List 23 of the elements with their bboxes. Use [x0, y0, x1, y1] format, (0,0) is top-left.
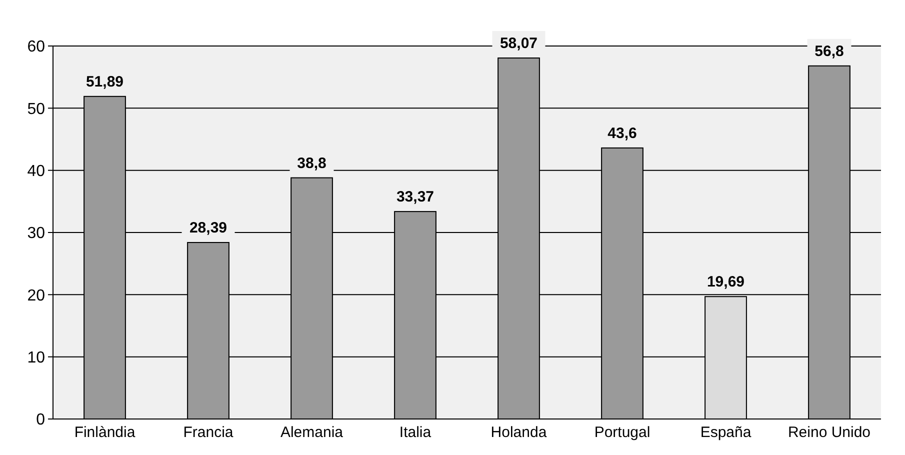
- x-tick-label: Holanda: [490, 424, 548, 441]
- data-label: 38,8: [297, 154, 326, 172]
- data-label: 51,89: [86, 73, 124, 90]
- data-label: 28,39: [189, 220, 228, 237]
- x-tick-label: Reino Unido: [788, 424, 871, 441]
- y-tick-label: 20: [27, 287, 46, 304]
- x-tick-label: Italia: [399, 424, 432, 441]
- x-tick-label: Alemania: [280, 424, 344, 441]
- y-tick-label: 40: [27, 162, 46, 180]
- x-tick-label: Portugal: [594, 424, 650, 441]
- data-label: 56,8: [814, 42, 844, 60]
- y-tick-label: 50: [27, 100, 46, 118]
- data-label: 19,69: [706, 274, 745, 291]
- y-tick-label: 10: [27, 349, 46, 366]
- x-tick-label: España: [700, 424, 752, 441]
- y-tick-label: 30: [27, 225, 46, 242]
- x-tick-label: Finlàndia: [74, 424, 136, 441]
- data-label: 58,07: [500, 35, 538, 52]
- x-tick-label: Francia: [183, 424, 234, 441]
- data-label: 33,37: [396, 188, 434, 206]
- y-tick-label: 0: [36, 412, 46, 429]
- data-label: 43,6: [608, 124, 637, 142]
- y-tick-label: 60: [27, 38, 46, 56]
